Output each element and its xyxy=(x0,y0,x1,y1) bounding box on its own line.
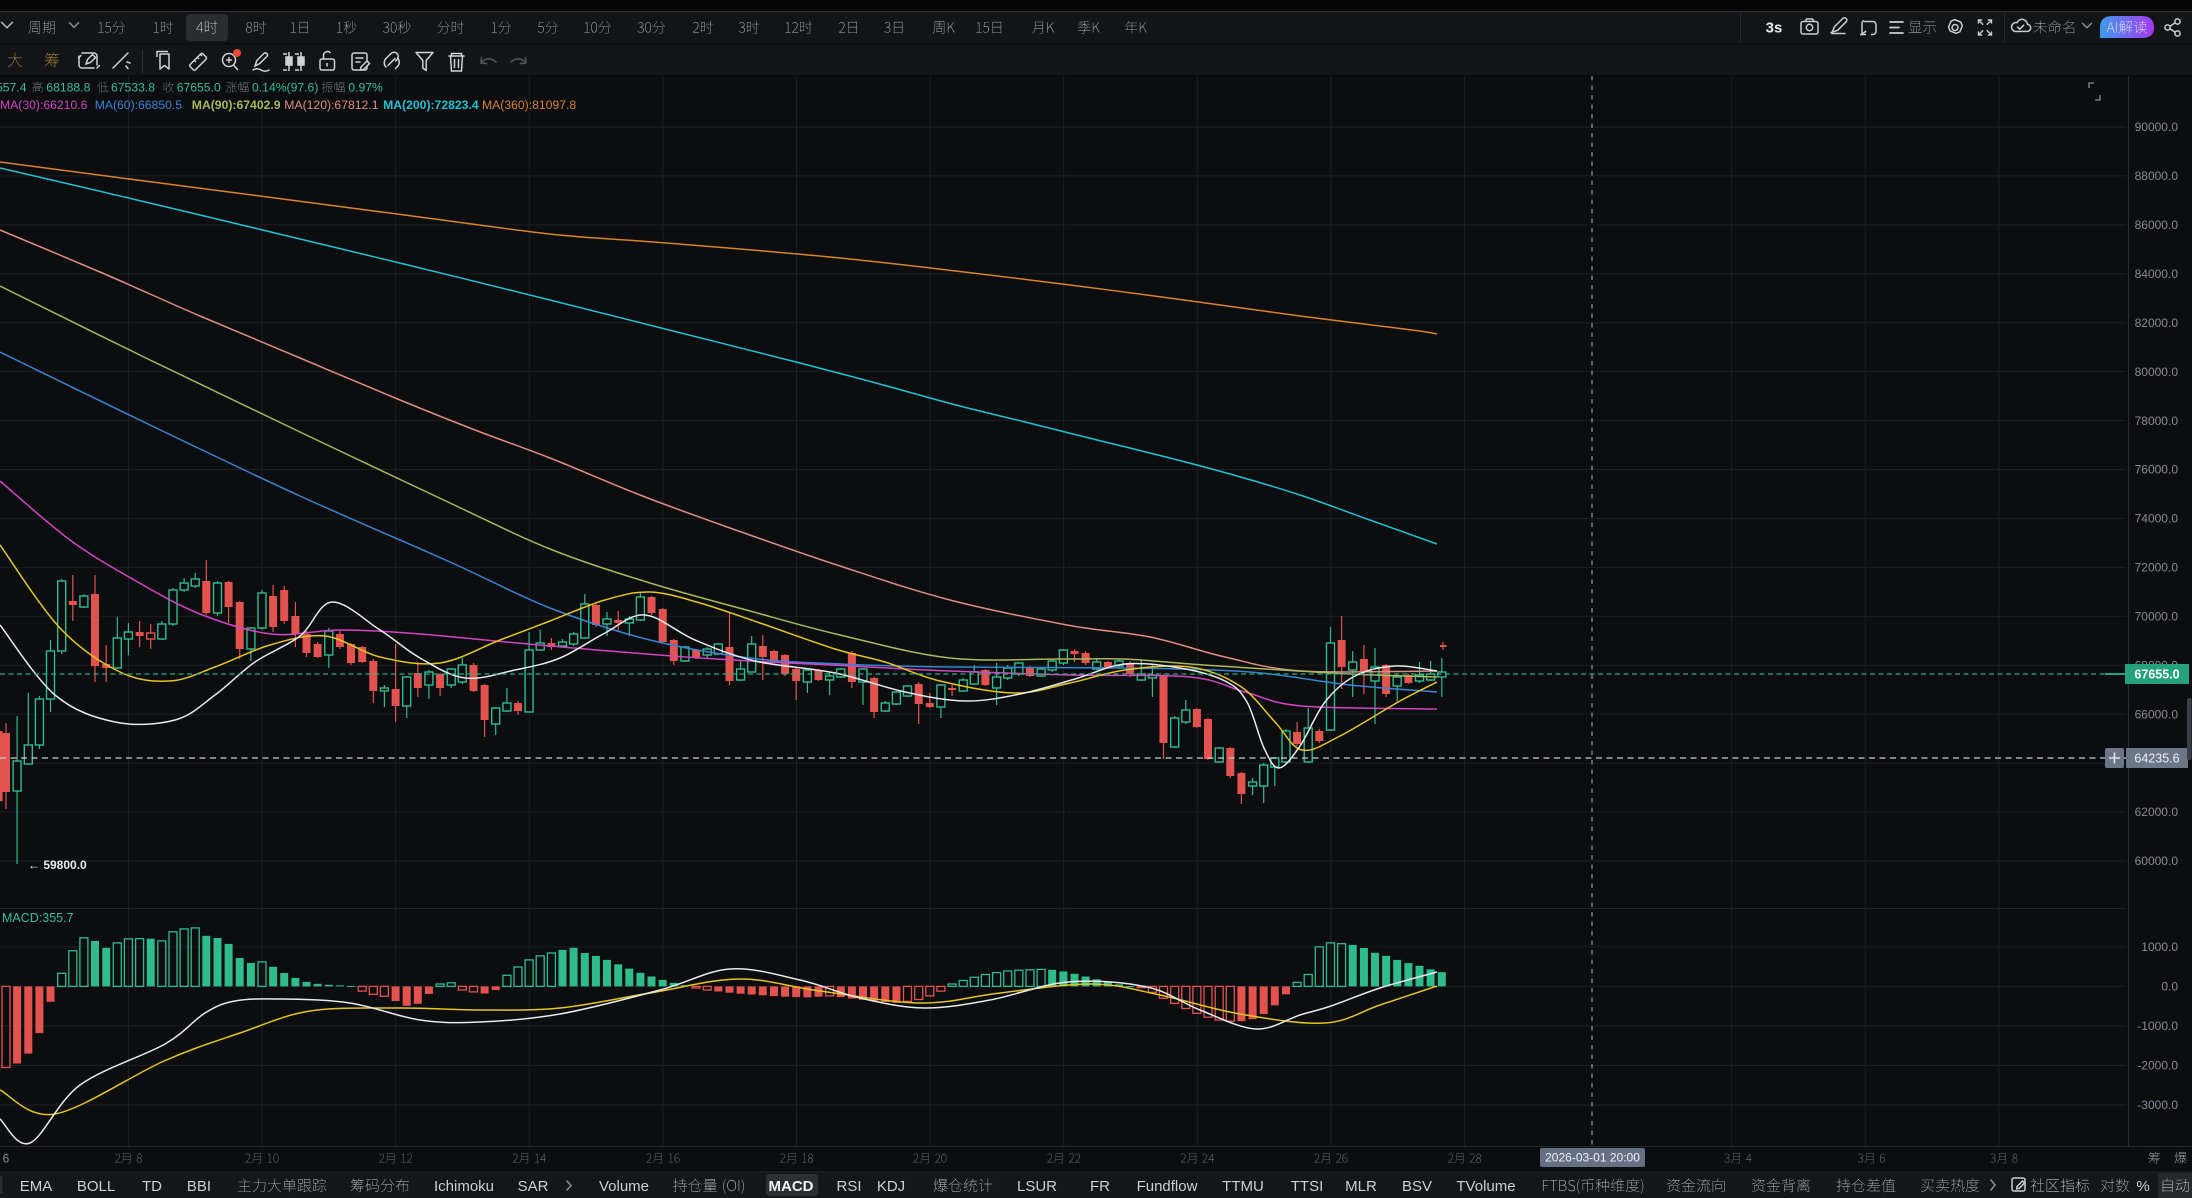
svg-text:88000.0: 88000.0 xyxy=(2135,169,2179,183)
svg-text:BBI: BBI xyxy=(187,1178,211,1195)
svg-text:1000.0: 1000.0 xyxy=(2141,940,2178,954)
svg-text:SAR: SAR xyxy=(518,1178,549,1195)
svg-text:0.0: 0.0 xyxy=(2161,980,2178,994)
svg-text:-2000.0: -2000.0 xyxy=(2137,1059,2178,1073)
svg-text:70000.0: 70000.0 xyxy=(2135,610,2179,624)
svg-text:68188.8: 68188.8 xyxy=(46,81,90,95)
svg-text:MA(30):66210.6: MA(30):66210.6 xyxy=(0,98,88,112)
svg-text:2026-03-01 20:00: 2026-03-01 20:00 xyxy=(1545,1151,1640,1165)
svg-text:-1000.0: -1000.0 xyxy=(2137,1019,2178,1033)
svg-text:MACD:355.7: MACD:355.7 xyxy=(2,911,74,925)
svg-text:MA(120):67812.1: MA(120):67812.1 xyxy=(284,98,378,112)
svg-text:KDJ: KDJ xyxy=(877,1178,905,1195)
svg-text:78000.0: 78000.0 xyxy=(2135,414,2179,428)
svg-text:82000.0: 82000.0 xyxy=(2135,316,2179,330)
svg-text:%: % xyxy=(2136,1178,2149,1195)
svg-text:76000.0: 76000.0 xyxy=(2135,463,2179,477)
svg-text:74000.0: 74000.0 xyxy=(2135,512,2179,526)
svg-text:66000.0: 66000.0 xyxy=(2135,707,2179,721)
svg-text:FR: FR xyxy=(1090,1178,1110,1195)
svg-text:0.97%: 0.97% xyxy=(348,81,383,95)
svg-text:MLR: MLR xyxy=(1345,1178,1377,1195)
svg-text:TVolume: TVolume xyxy=(1456,1178,1515,1195)
svg-text:80000.0: 80000.0 xyxy=(2135,365,2179,379)
svg-text:6: 6 xyxy=(3,1152,10,1166)
svg-text:Fundflow: Fundflow xyxy=(1137,1178,1198,1195)
svg-text:TD: TD xyxy=(142,1178,162,1195)
svg-text:67533.8: 67533.8 xyxy=(111,81,155,95)
svg-text:90000.0: 90000.0 xyxy=(2135,120,2179,134)
svg-text:64235.6: 64235.6 xyxy=(2134,752,2179,766)
svg-text:← 59800.0: ← 59800.0 xyxy=(28,858,87,872)
svg-text:60000.0: 60000.0 xyxy=(2135,854,2179,868)
svg-text:MA(90):67402.9: MA(90):67402.9 xyxy=(192,98,281,112)
svg-text:EMA: EMA xyxy=(20,1178,53,1195)
svg-text:MA(360):81097.8: MA(360):81097.8 xyxy=(482,98,576,112)
svg-text:0.14%(97.6): 0.14%(97.6) xyxy=(252,81,318,95)
svg-text:MACD: MACD xyxy=(769,1178,814,1195)
svg-text:RSI: RSI xyxy=(836,1178,861,1195)
svg-text:67655.0: 67655.0 xyxy=(177,81,221,95)
svg-text:62000.0: 62000.0 xyxy=(2135,805,2179,819)
svg-text:BSV: BSV xyxy=(1402,1178,1432,1195)
svg-text:MA(200):72823.4: MA(200):72823.4 xyxy=(383,98,479,112)
svg-text:72000.0: 72000.0 xyxy=(2135,561,2179,575)
svg-text:Ichimoku: Ichimoku xyxy=(434,1178,494,1195)
svg-text:86000.0: 86000.0 xyxy=(2135,218,2179,232)
svg-text:3s: 3s xyxy=(1766,20,1783,37)
svg-text:LSUR: LSUR xyxy=(1017,1178,1057,1195)
svg-text:BOLL: BOLL xyxy=(77,1178,115,1195)
svg-text:Volume: Volume xyxy=(599,1178,649,1195)
svg-text:67655.0: 67655.0 xyxy=(2134,668,2179,682)
svg-text:MA(60):66850.5: MA(60):66850.5 xyxy=(95,98,183,112)
svg-text:TTSI: TTSI xyxy=(1291,1178,1324,1195)
svg-text:84000.0: 84000.0 xyxy=(2135,267,2179,281)
svg-text:-3000.0: -3000.0 xyxy=(2137,1098,2178,1112)
svg-text:TTMU: TTMU xyxy=(1222,1178,1264,1195)
svg-text:557.4: 557.4 xyxy=(0,81,27,95)
